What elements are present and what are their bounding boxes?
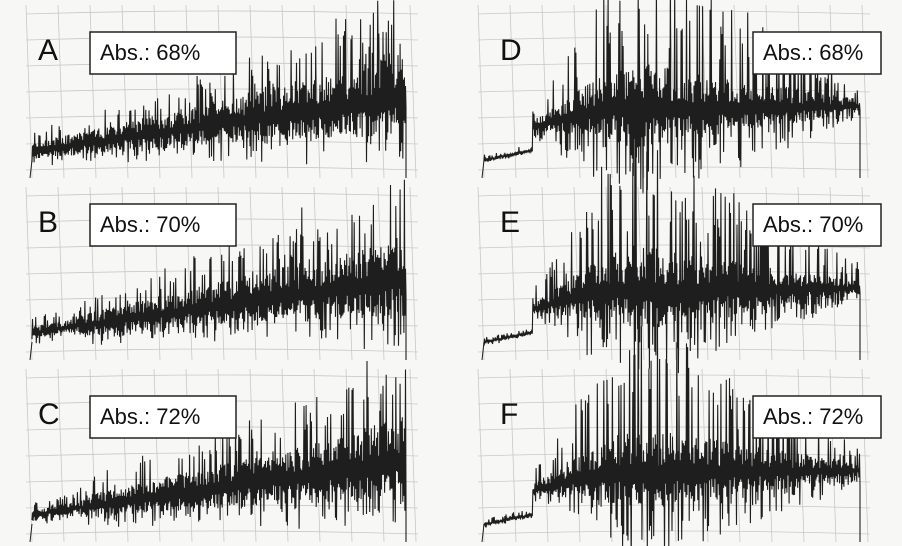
panel-label: Abs.: 68% <box>100 40 200 65</box>
panel-letter: C <box>38 398 60 431</box>
panel-label: Abs.: 68% <box>763 40 863 65</box>
panel-letter: A <box>38 34 58 67</box>
panel-letter: B <box>38 206 58 239</box>
panel-label: Abs.: 70% <box>763 212 863 237</box>
panel-label: Abs.: 70% <box>100 212 200 237</box>
panel-letter: F <box>500 398 518 431</box>
panel-letter: E <box>500 206 520 239</box>
figure: A Abs.: 68% B Abs.: 70% C Abs.: 72% D Abs.: 68%… <box>0 0 902 546</box>
panel-label: Abs.: 72% <box>763 404 863 429</box>
panel-label: Abs.: 72% <box>100 404 200 429</box>
panel-letter: D <box>500 34 522 67</box>
